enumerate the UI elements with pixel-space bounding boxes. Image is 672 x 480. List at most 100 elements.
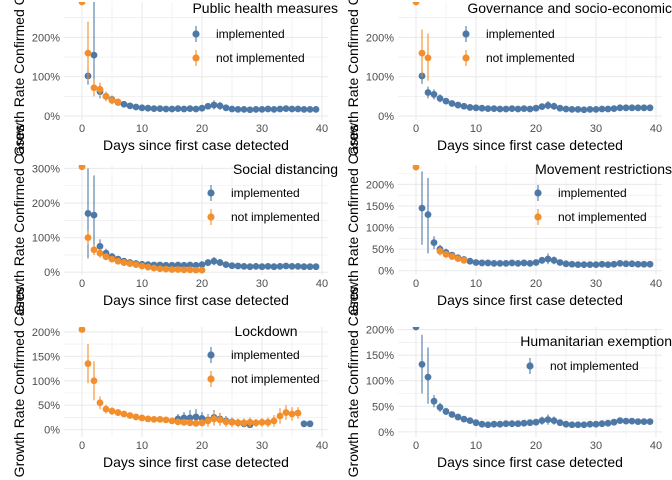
x-tick-label: 20 xyxy=(196,278,208,290)
data-point xyxy=(90,84,98,92)
data-point xyxy=(306,420,314,428)
data-point xyxy=(300,420,308,428)
x-tick-label: 40 xyxy=(316,278,328,290)
data-point xyxy=(574,261,582,269)
data-point xyxy=(592,105,600,113)
data-point xyxy=(472,259,480,266)
y-tick-label: 200% xyxy=(366,325,394,337)
panel-title: Social distancing xyxy=(233,161,338,177)
data-point xyxy=(210,415,218,423)
data-point xyxy=(180,266,188,274)
legend-key-point xyxy=(534,189,542,197)
data-point xyxy=(138,414,146,422)
data-point xyxy=(312,105,320,113)
data-point xyxy=(454,255,462,263)
data-point xyxy=(144,263,152,271)
data-point xyxy=(210,257,218,265)
legend-key-point xyxy=(207,375,215,383)
chart-panel-5: 0 10 20 30 40 0% 50% 100% 150% 200% Days since fir… xyxy=(11,287,328,478)
data-point xyxy=(246,263,254,271)
data-point xyxy=(180,105,188,113)
data-point xyxy=(526,105,534,113)
data-point xyxy=(282,105,290,112)
data-point xyxy=(532,104,540,112)
panel-title: Public health measures xyxy=(192,0,338,16)
y-tick-label: 0% xyxy=(44,111,60,123)
data-point xyxy=(628,417,636,425)
data-point xyxy=(430,397,438,405)
data-point xyxy=(102,253,110,261)
data-point xyxy=(622,417,630,425)
y-tick-label: 150% xyxy=(366,201,394,213)
chart-panel-2: 0 10 20 30 40 0% 100% 200% Days since first case… xyxy=(345,0,672,156)
y-tick-label: 0% xyxy=(378,111,394,123)
x-tick-label: 20 xyxy=(196,123,208,135)
data-point xyxy=(132,261,140,269)
data-point xyxy=(640,104,648,112)
data-point xyxy=(102,93,110,100)
data-point xyxy=(150,416,158,423)
data-point xyxy=(216,416,224,424)
series-group xyxy=(78,165,320,274)
data-point xyxy=(442,97,450,105)
data-point xyxy=(562,420,570,428)
data-point xyxy=(264,262,272,270)
data-point xyxy=(610,105,618,112)
data-point xyxy=(162,416,170,424)
data-point xyxy=(234,419,242,427)
data-point xyxy=(132,103,140,111)
x-tick-label: 30 xyxy=(590,123,602,135)
data-point xyxy=(288,105,296,113)
data-point xyxy=(502,105,510,113)
x-tick-label: 20 xyxy=(530,278,542,290)
series-group xyxy=(412,327,654,429)
data-point xyxy=(460,102,468,110)
data-point xyxy=(156,416,164,423)
y-tick-label: 100% xyxy=(32,72,60,84)
panel-title: Governance and socio-economic xyxy=(467,0,672,16)
data-point xyxy=(96,242,104,250)
data-point xyxy=(430,91,438,98)
data-point xyxy=(592,261,600,269)
data-point xyxy=(186,419,194,427)
data-point xyxy=(586,105,594,113)
data-point xyxy=(550,102,558,110)
panel-title: Lockdown xyxy=(234,323,297,339)
data-point xyxy=(168,105,176,113)
data-point xyxy=(174,105,182,112)
data-point xyxy=(412,2,420,6)
x-tick-label: 30 xyxy=(590,278,602,290)
series-group xyxy=(412,165,654,269)
data-point xyxy=(294,409,302,417)
data-point xyxy=(180,418,188,426)
x-tick-label: 30 xyxy=(256,278,268,290)
data-point xyxy=(604,419,612,427)
data-point xyxy=(448,411,456,418)
data-point xyxy=(538,103,546,111)
data-point xyxy=(472,419,480,427)
data-point xyxy=(84,360,92,368)
data-point xyxy=(598,260,606,268)
data-point xyxy=(514,259,522,267)
data-point xyxy=(306,263,314,271)
data-point xyxy=(96,399,104,407)
data-point xyxy=(502,420,510,428)
data-point xyxy=(114,409,122,416)
data-point xyxy=(526,419,534,427)
y-tick-label: 0% xyxy=(378,427,394,439)
y-tick-label: 0% xyxy=(378,266,394,278)
data-point xyxy=(514,420,522,428)
data-point xyxy=(216,259,224,266)
data-point xyxy=(568,260,576,268)
data-point xyxy=(604,261,612,269)
data-point xyxy=(604,105,612,113)
data-point xyxy=(532,418,540,426)
x-tick-label: 30 xyxy=(590,440,602,452)
data-point xyxy=(418,49,426,57)
y-tick-label: 100% xyxy=(366,223,394,235)
y-tick-label: 50% xyxy=(372,244,394,256)
data-point xyxy=(496,105,504,113)
data-point xyxy=(424,373,432,381)
chart-panel-1: 0 10 20 30 40 0% 100% 200% Days since first case… xyxy=(11,0,338,156)
x-tick-label: 0 xyxy=(413,123,419,135)
